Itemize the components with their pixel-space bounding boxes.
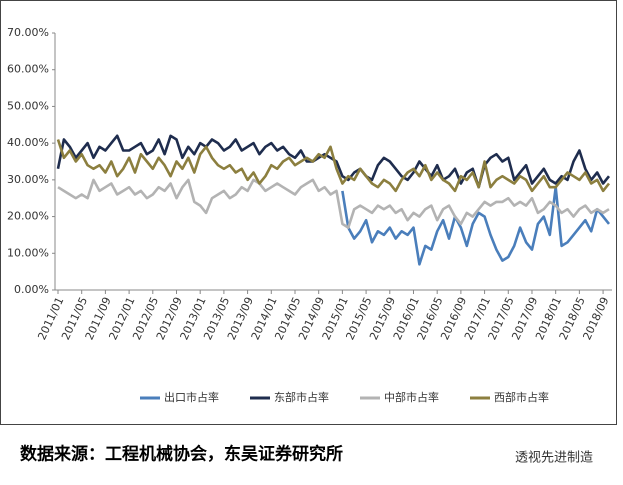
series-line <box>57 178 610 229</box>
source-note: 数据来源：工程机械协会，东吴证券研究所 <box>20 444 343 465</box>
y-tick-label: 0.00% <box>14 283 49 296</box>
y-tick-label: 30.00% <box>7 173 49 186</box>
y-tick-label: 60.00% <box>7 63 49 76</box>
chart-frame <box>0 0 617 425</box>
legend-label: 西部市占率 <box>494 390 549 404</box>
legend-label: 出口市占率 <box>164 390 219 404</box>
y-tick-label: 20.00% <box>7 210 49 223</box>
legend-label: 东部市占率 <box>274 390 329 404</box>
y-tick-label: 70.00% <box>7 26 49 39</box>
legend-label: 中部市占率 <box>384 390 439 404</box>
y-tick-label: 50.00% <box>7 99 49 112</box>
series-line <box>56 139 611 193</box>
y-tick-label: 40.00% <box>7 136 49 149</box>
series-line <box>341 185 611 266</box>
y-tick-label: 10.00% <box>7 246 49 259</box>
watermark: 透视先进制造 <box>515 451 593 466</box>
